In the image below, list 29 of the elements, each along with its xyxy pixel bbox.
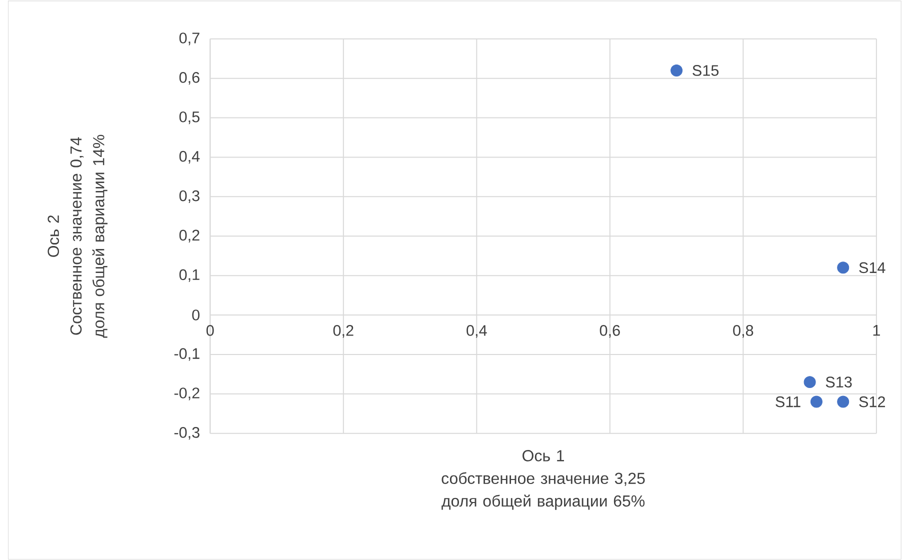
point xyxy=(837,396,850,408)
data-label: S13 xyxy=(826,376,852,388)
y-tick-label: 0,7 xyxy=(179,32,200,46)
x-tick-label: 1 xyxy=(873,324,880,336)
point xyxy=(810,396,822,408)
x-tick-label: 0,4 xyxy=(466,324,487,338)
y-tick-label: 0,5 xyxy=(179,111,200,124)
y-tick-label: -0,2 xyxy=(174,387,200,400)
point xyxy=(837,262,850,274)
y-tick-label: -0,1 xyxy=(174,348,200,361)
x-tick-label: 0,2 xyxy=(333,324,354,338)
y-tick-label: 0,2 xyxy=(179,230,200,242)
y-axis-title: Ось 2 Соственное значение 0,74 доля общей вариации 14% xyxy=(48,134,108,338)
y-tick-label: 0,1 xyxy=(179,269,200,282)
y-tick-label: 0,6 xyxy=(179,72,200,85)
y-tick-label: 0,3 xyxy=(179,190,200,203)
x-axis-title: Ось 1 собственное значение 3,25 доля общей вариации 65% xyxy=(442,450,645,510)
data-label: S15 xyxy=(692,64,719,76)
x-tick-label: 0,8 xyxy=(733,324,754,338)
x-tick-label: 0 xyxy=(206,324,214,336)
x-tick-label: 0,6 xyxy=(600,324,620,338)
y-tick-label: 0,4 xyxy=(179,150,200,164)
point xyxy=(804,376,816,388)
point xyxy=(670,64,683,76)
data-label: S14 xyxy=(859,262,886,274)
data-label: S12 xyxy=(859,396,885,408)
data-label: S11 xyxy=(776,396,800,408)
y-tick-label: -0,3 xyxy=(174,426,200,440)
y-tick-label: 0 xyxy=(192,309,200,320)
